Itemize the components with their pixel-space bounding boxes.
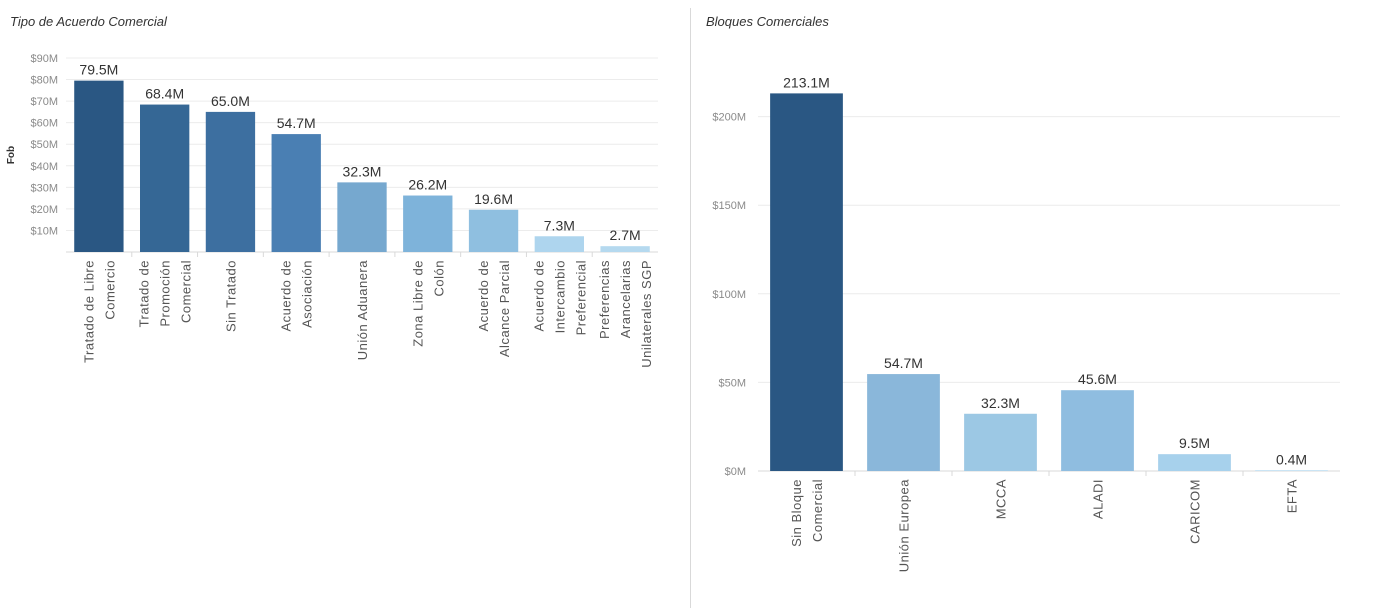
category-label-line: Unión Aduanera bbox=[355, 260, 370, 361]
category-label-line: Preferencial bbox=[573, 260, 588, 335]
bar bbox=[271, 134, 321, 252]
y-tick-label: $0M bbox=[725, 466, 746, 478]
category-label: Tratado de Promoción Comercial bbox=[137, 260, 194, 327]
category-label-line: Comercio bbox=[102, 260, 117, 320]
y-tick-label: $30M bbox=[30, 182, 58, 194]
chart-title: Tipo de Acuerdo Comercial bbox=[10, 14, 167, 29]
category-label-line: Tratado de bbox=[137, 260, 152, 327]
y-tick-label: $60M bbox=[30, 118, 58, 130]
category-label: Unión Aduanera bbox=[355, 260, 370, 361]
bar bbox=[205, 111, 256, 252]
y-tick-label: $20M bbox=[30, 204, 58, 216]
y-tick-label: $50M bbox=[718, 377, 746, 389]
data-label: 26.2M bbox=[408, 177, 447, 193]
bar bbox=[468, 209, 519, 252]
category-label: Zona Libre de Colón bbox=[410, 260, 446, 347]
data-label: 32.3M bbox=[343, 163, 382, 179]
category-label-line: Zona Libre de bbox=[410, 260, 425, 347]
data-label: 213.1M bbox=[783, 74, 830, 90]
bar bbox=[964, 413, 1037, 471]
category-label: Tratado de Libre Comercio bbox=[81, 260, 117, 363]
y-tick-label: $50M bbox=[30, 139, 58, 151]
data-label: 32.3M bbox=[981, 395, 1020, 411]
category-label: Sin Bloque Comercial bbox=[789, 479, 825, 547]
category-label: CARICOM bbox=[1188, 479, 1203, 544]
bar bbox=[1158, 454, 1231, 471]
data-label: 68.4M bbox=[145, 86, 184, 102]
category-label-line: Acuerdo de bbox=[476, 260, 491, 332]
data-label: 45.6M bbox=[1078, 371, 1117, 387]
category-label-line: Intercambio bbox=[552, 260, 567, 333]
category-label: ALADI bbox=[1091, 479, 1106, 519]
bar-chart-tipo-acuerdo: $10M $20M $30M $40M $50M $60M $70M $80M $90M Fob 7… bbox=[6, 53, 658, 368]
bar bbox=[534, 236, 584, 252]
category-label-line: Arancelarias bbox=[618, 260, 633, 338]
category-label: Unión Europea bbox=[897, 479, 912, 572]
category-label-line: Tratado de Libre bbox=[81, 260, 96, 363]
data-label: 54.7M bbox=[277, 115, 316, 131]
data-label: 9.5M bbox=[1179, 435, 1210, 451]
category-label-line: Asociación bbox=[300, 260, 315, 328]
category-label-line: Acuerdo de bbox=[531, 260, 546, 332]
bar bbox=[770, 93, 843, 471]
category-label-line: EFTA bbox=[1285, 479, 1300, 513]
category-label-line: Sin Tratado bbox=[223, 260, 238, 332]
bar bbox=[1255, 470, 1328, 471]
bar bbox=[403, 195, 453, 252]
category-label: Acuerdo de Alcance Parcial bbox=[476, 260, 512, 357]
y-tick-label: $40M bbox=[30, 161, 58, 173]
panel-divider bbox=[690, 8, 691, 608]
category-label: Acuerdo de Intercambio Preferencial bbox=[531, 260, 588, 335]
bar bbox=[1061, 390, 1134, 471]
category-label-line: Promoción bbox=[158, 260, 173, 327]
data-label: 2.7M bbox=[610, 227, 641, 243]
category-label-line: Sin Bloque bbox=[789, 479, 804, 547]
category-label-line: Comercial bbox=[810, 479, 825, 542]
bar bbox=[600, 246, 650, 252]
bar bbox=[140, 104, 190, 252]
y-tick-label: $70M bbox=[30, 96, 58, 108]
category-label: Sin Tratado bbox=[223, 260, 238, 332]
y-tick-label: $150M bbox=[712, 200, 746, 212]
y-tick-label: $100M bbox=[712, 289, 746, 301]
category-label-line: Comercial bbox=[179, 260, 194, 323]
category-label-line: CARICOM bbox=[1188, 479, 1203, 544]
y-tick-label: $10M bbox=[30, 225, 58, 237]
category-label-line: Unión Europea bbox=[897, 479, 912, 572]
category-label: MCCA bbox=[994, 479, 1009, 519]
y-axis-title: Fob bbox=[6, 146, 17, 164]
category-label: EFTA bbox=[1285, 479, 1300, 513]
chart-title: Bloques Comerciales bbox=[706, 14, 829, 29]
category-label-line: MCCA bbox=[994, 479, 1009, 519]
data-label: 79.5M bbox=[79, 62, 118, 78]
bar bbox=[337, 182, 387, 252]
bar-chart-bloques: $0M $50M $100M $150M $200M 213.1M Sin Bloque Co… bbox=[712, 74, 1340, 572]
data-label: 7.3M bbox=[544, 217, 575, 233]
category-label-line: Acuerdo de bbox=[279, 260, 294, 332]
y-tick-label: $80M bbox=[30, 75, 58, 87]
chart-panel-bloques: Bloques Comerciales $0M $50M $100M $150M $20… bbox=[700, 0, 1375, 613]
chart-panel-tipo-acuerdo: Tipo de Acuerdo Comercial $10M $20M $30M $4… bbox=[6, 14, 658, 368]
category-label-line: Unilaterales SGP bbox=[639, 260, 654, 368]
category-label: Preferencias Arancelarias Unilaterales SGP bbox=[597, 260, 654, 368]
data-label: 65.0M bbox=[211, 93, 250, 109]
category-label-line: ALADI bbox=[1091, 479, 1106, 519]
data-label: 19.6M bbox=[474, 191, 513, 207]
y-tick-label: $200M bbox=[712, 112, 746, 124]
bar bbox=[867, 374, 940, 471]
category-label-line: Preferencias bbox=[597, 260, 612, 339]
data-label: 54.7M bbox=[884, 355, 923, 371]
y-tick-label: $90M bbox=[30, 53, 58, 65]
category-label-line: Colón bbox=[431, 260, 446, 296]
bar bbox=[74, 80, 124, 252]
category-label-line: Alcance Parcial bbox=[497, 260, 512, 357]
data-label: 0.4M bbox=[1276, 451, 1307, 467]
category-label: Acuerdo de Asociación bbox=[279, 260, 315, 332]
